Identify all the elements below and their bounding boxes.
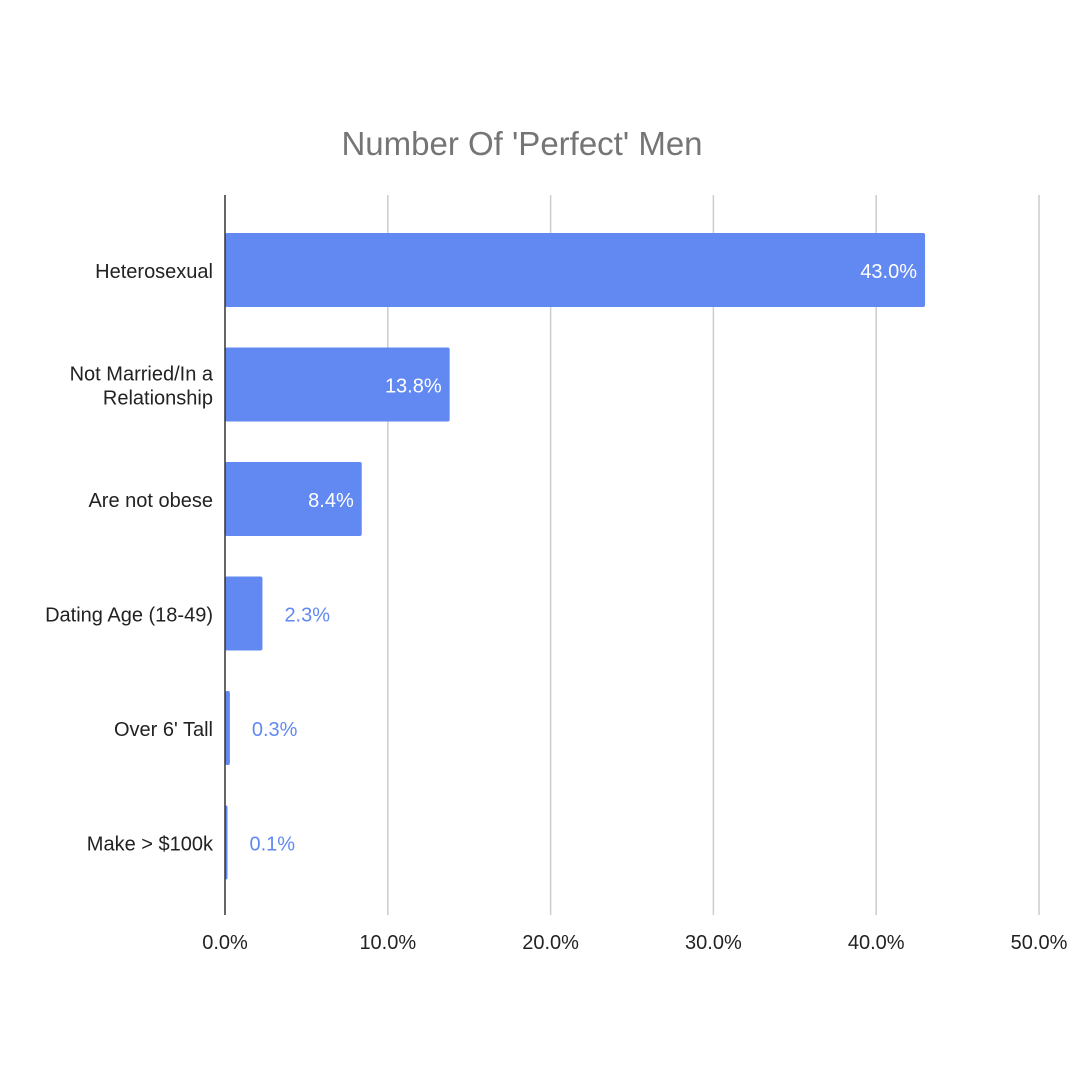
bar-value-label: 0.3% [252, 719, 298, 741]
bar-value-label: 2.3% [284, 605, 330, 627]
x-tick-labels: 0.0% 10.0% 20.0% 30.0% 40.0% 50.0% [202, 932, 1067, 954]
x-tick-label: 20.0% [522, 932, 579, 954]
bar-value-label: 8.4% [308, 490, 354, 512]
x-tick-label: 50.0% [1011, 932, 1068, 954]
bars [225, 233, 926, 880]
category-label: Over 6' Tall [114, 719, 213, 741]
x-tick-label: 40.0% [848, 932, 905, 954]
category-labels: Heterosexual Not Married/In aRelationship… [45, 261, 214, 856]
bar-value-label: 43.0% [860, 261, 917, 283]
x-tick-label: 0.0% [202, 932, 248, 954]
chart-title: Number Of 'Perfect' Men [341, 125, 702, 162]
category-label: Dating Age (18-49) [45, 605, 213, 627]
category-label: Relationship [103, 388, 213, 410]
category-label: Not Married/In a [70, 364, 214, 386]
bar [225, 347, 450, 422]
bar [225, 576, 263, 651]
x-tick-label: 10.0% [359, 932, 416, 954]
bar-value-label: 13.8% [385, 376, 442, 398]
category-label: Heterosexual [95, 261, 213, 283]
category-label: Make > $100k [87, 834, 214, 856]
grid-lines [387, 195, 1040, 915]
bar [225, 233, 926, 307]
category-label: Are not obese [88, 490, 213, 512]
value-labels: 43.0% 13.8% 8.4% 2.3% 0.3% 0.1% [250, 261, 918, 856]
bar-value-label: 0.1% [250, 834, 296, 856]
bar [225, 691, 230, 765]
x-tick-label: 30.0% [685, 932, 742, 954]
bar [225, 462, 362, 536]
